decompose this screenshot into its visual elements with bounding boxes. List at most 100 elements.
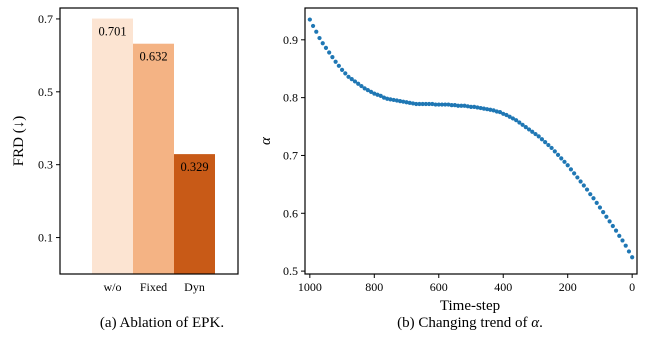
data-point [601,210,606,215]
x-tick-label: 600 [430,280,448,294]
data-point [620,238,625,243]
data-point [607,219,612,224]
data-point [349,77,354,82]
data-point [433,102,438,107]
data-point [533,131,538,137]
y-tick-label: 0.7 [283,148,298,162]
data-point [336,63,341,68]
data-point [323,45,329,51]
data-point [546,142,551,148]
data-point [588,192,593,197]
data-point [339,67,345,72]
data-point [568,167,574,172]
data-point [368,89,374,94]
y-tick-label: 0.7 [38,12,53,26]
data-point [462,103,467,108]
bar-value-label: 0.701 [98,25,126,39]
data-point [514,118,519,123]
data-point [501,111,506,116]
data-point [617,233,622,238]
data-point [333,59,338,64]
caption-b-symbol: α [531,315,540,331]
data-point [410,101,416,106]
data-point [385,96,390,101]
data-point [465,104,470,109]
data-point [449,103,454,108]
plot-frame [59,7,239,275]
data-point [314,29,319,34]
data-point [581,183,586,188]
data-point [388,97,393,102]
data-point [630,255,635,260]
data-point [327,50,332,55]
data-point [468,104,474,109]
data-point [604,214,609,219]
data-point [526,127,532,132]
plot-frame [304,7,638,275]
y-tick-label: 0.9 [283,33,298,47]
data-point [307,17,312,22]
caption-b-prefix: (b) Changing trend of [397,315,531,331]
data-point [375,92,380,97]
scatter-chart-panel: 0.5 0.6 0.7 0.8 0.9 1000 800 600 400 200 0 α Time… [258,7,638,331]
data-point [626,249,632,254]
data-point [613,228,619,233]
caption-a: (a) Ablation of EPK. [100,315,224,331]
x-tick-label: Dyn [184,280,205,294]
data-point [552,149,557,154]
data-point [439,102,445,107]
data-point [310,23,316,29]
data-point [459,103,464,108]
data-point [488,107,493,112]
y-tick-label: 0.1 [38,231,53,245]
bar-fixed [133,43,174,274]
data-point [530,129,535,134]
data-point [430,101,435,107]
x-tick-label: 800 [365,280,383,294]
data-point [426,101,432,107]
data-point [539,137,545,142]
data-point [497,109,503,115]
caption-b-suffix: . [539,315,543,331]
data-point [597,205,603,210]
y-axis-ticks: 0.5 0.6 0.7 0.8 0.9 [283,33,305,278]
data-point [610,223,615,229]
x-axis-ticks: 1000 800 600 400 200 0 [298,274,635,294]
x-tick-label: 400 [494,280,512,294]
y-axis-ticks: 0.1 0.3 0.5 0.7 [38,12,60,245]
data-point [356,81,361,86]
y-axis-label: α [258,136,274,145]
data-point [475,105,480,110]
data-point [359,83,364,89]
data-point [536,134,541,139]
data-point [452,103,457,108]
data-point [485,107,490,112]
data-point [381,95,387,100]
data-point [446,102,451,107]
data-point [510,116,516,121]
data-point [343,71,348,76]
x-tick-label: w/o [104,280,122,294]
y-tick-label: 0.5 [38,85,53,99]
data-point [391,97,396,103]
x-tick-label: 1000 [298,280,322,294]
data-point [594,200,599,205]
data-point [346,74,351,79]
data-point [352,79,358,84]
data-point [365,88,370,93]
bar-value-label: 0.329 [180,160,208,174]
data-point [572,171,577,176]
data-point [394,98,399,103]
x-tick-label: 0 [629,280,635,294]
x-axis-label: Time-step [440,298,500,314]
data-point [543,140,548,145]
data-point [401,99,406,104]
data-point [414,101,419,107]
data-point [407,100,412,105]
data-point [584,187,590,192]
data-point [417,101,422,107]
data-point [494,109,499,114]
data-point [420,101,425,107]
bar-value-label: 0.632 [139,50,167,64]
data-point [481,106,486,111]
